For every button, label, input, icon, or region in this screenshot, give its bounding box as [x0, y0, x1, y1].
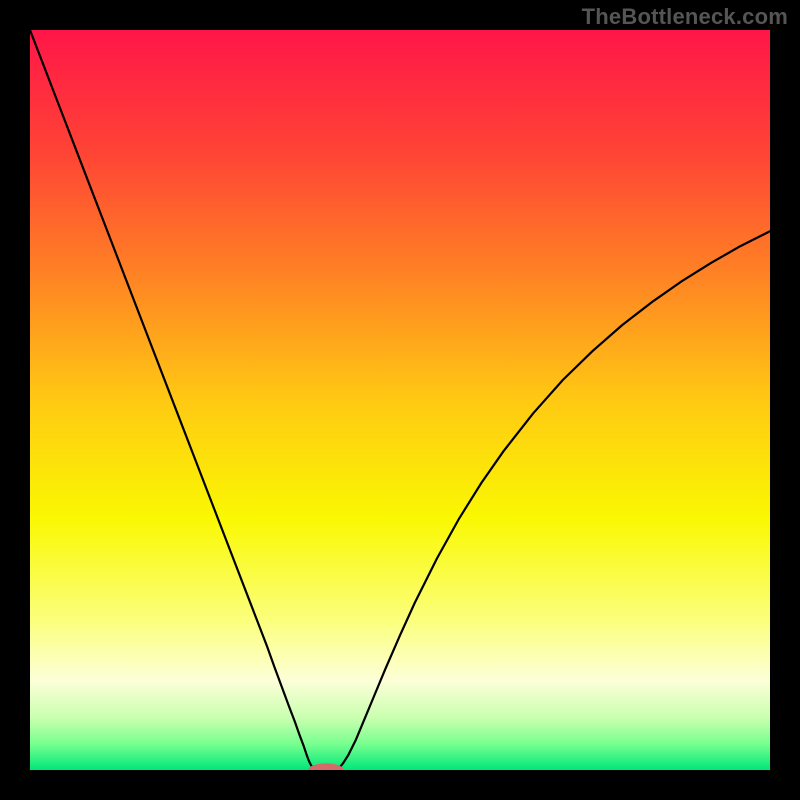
watermark-text: TheBottleneck.com	[582, 4, 788, 30]
plot-area	[30, 30, 770, 770]
chart-frame: TheBottleneck.com	[0, 0, 800, 800]
